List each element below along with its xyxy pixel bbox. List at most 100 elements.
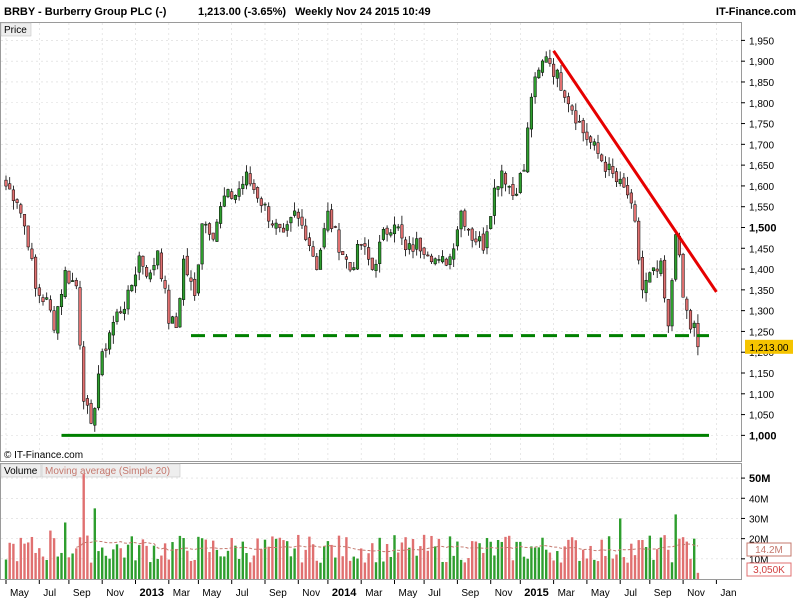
volume-bar-down xyxy=(145,545,148,579)
candle-up xyxy=(204,223,208,226)
time-tick-label: Sep xyxy=(461,588,479,599)
candle-up xyxy=(644,279,648,294)
volume-bar-down xyxy=(260,549,263,579)
volume-value-badge xyxy=(746,562,792,577)
candle-up xyxy=(156,250,160,266)
copyright-text: © IT-Finance.com xyxy=(4,450,83,461)
candle-up xyxy=(500,170,504,189)
volume-bar-down xyxy=(189,560,193,579)
volume-bar-up xyxy=(245,553,248,579)
candle-down xyxy=(655,268,659,272)
volume-bar-down xyxy=(430,535,433,579)
candle-down xyxy=(470,228,474,241)
candle-up xyxy=(396,226,400,229)
volume-bar-down xyxy=(300,562,304,579)
volume-bar-down xyxy=(463,562,466,579)
price-tick-label: 1,500 xyxy=(749,222,777,234)
candle-down xyxy=(426,254,430,257)
volume-bar-down xyxy=(249,562,252,579)
volume-bar-up xyxy=(556,551,559,579)
candle-up xyxy=(182,258,186,300)
volume-bar-up xyxy=(493,555,496,579)
candle-down xyxy=(585,131,589,140)
volume-bar-up xyxy=(515,541,518,579)
candle-up xyxy=(100,351,104,376)
volume-bar-up xyxy=(152,545,156,579)
candle-down xyxy=(422,247,426,255)
volume-bar-up xyxy=(434,546,437,579)
volume-bar-down xyxy=(548,552,552,579)
volume-bar-up xyxy=(319,562,322,579)
candle-down xyxy=(552,63,556,77)
time-tick-label: Jan xyxy=(720,588,736,599)
price-change: 1,213.00 (-3.65%) xyxy=(198,6,286,18)
volume-bar-down xyxy=(8,542,11,579)
candle-up xyxy=(478,236,482,242)
volume-bar-up xyxy=(448,536,452,579)
last-price-badge xyxy=(745,339,793,354)
volume-bar-up xyxy=(393,535,396,579)
candle-down xyxy=(159,252,163,280)
time-gridlines xyxy=(5,23,717,461)
volume-bar-up xyxy=(334,557,337,579)
candle-down xyxy=(37,287,41,296)
candle-down xyxy=(267,206,271,222)
candle-down xyxy=(82,346,86,402)
candle-down xyxy=(429,255,434,263)
volume-bar-down xyxy=(38,548,41,579)
candle-down xyxy=(463,210,467,227)
candle-down xyxy=(145,267,149,277)
price-tick-label: 1,550 xyxy=(749,203,774,214)
volume-bar-down xyxy=(252,555,256,579)
volume-bar-up xyxy=(274,538,278,579)
candle-up xyxy=(537,69,541,79)
volume-bar-up xyxy=(134,560,137,579)
price-panel-label: Price xyxy=(4,25,27,36)
volume-bar-up xyxy=(674,514,677,579)
time-tick-label: Mar xyxy=(365,588,383,599)
candle-up xyxy=(389,232,393,236)
volume-bar-down xyxy=(315,560,318,579)
volume-bar-up xyxy=(64,522,67,579)
volume-bar-down xyxy=(419,546,422,579)
candle-down xyxy=(15,199,19,203)
volume-bar-down xyxy=(256,538,259,579)
volume-bar-up xyxy=(223,556,226,579)
candle-up xyxy=(45,297,49,300)
volume-panel-label: Volume xyxy=(4,466,38,477)
candle-down xyxy=(370,257,374,270)
volume-bar-up xyxy=(652,559,655,579)
price-panel xyxy=(0,22,742,462)
candle-up xyxy=(226,189,230,198)
volume-bar-down xyxy=(167,559,170,579)
candle-down xyxy=(189,277,193,282)
ma-label-box xyxy=(41,463,181,478)
volume-bar-up xyxy=(97,551,100,579)
price-y-axis: 1,0001,0501,1001,1501,2001,2501,3001,350… xyxy=(741,36,777,442)
candle-up xyxy=(670,280,674,327)
candlesticks xyxy=(4,49,700,432)
candle-down xyxy=(418,237,422,252)
candle-up xyxy=(318,249,323,270)
candle-down xyxy=(78,287,82,346)
candle-down xyxy=(481,233,485,251)
candle-down xyxy=(85,398,89,406)
volume-bar-down xyxy=(193,559,196,579)
candle-down xyxy=(315,256,319,270)
candle-up xyxy=(651,267,656,272)
time-tick-label: Jul xyxy=(624,588,637,599)
volume-bar-down xyxy=(663,535,666,579)
volume-bar-down xyxy=(633,555,637,579)
volume-bar-down xyxy=(596,561,600,579)
candle-down xyxy=(34,256,38,289)
volume-bar-down xyxy=(311,544,315,579)
time-tick-label: May xyxy=(591,588,610,599)
candle-down xyxy=(296,211,300,219)
volume-bar-down xyxy=(411,539,415,579)
volume-bar-down xyxy=(297,534,300,579)
volume-bar-down xyxy=(330,544,333,579)
price-tick-label: 1,400 xyxy=(749,265,774,276)
candle-down xyxy=(8,183,12,190)
volume-bar-down xyxy=(626,562,629,579)
